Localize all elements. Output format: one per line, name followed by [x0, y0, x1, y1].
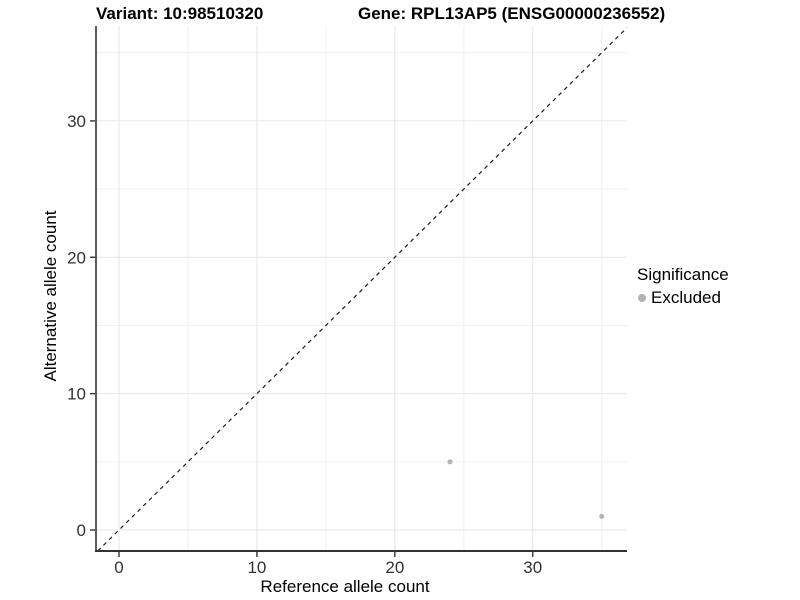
data-point — [447, 459, 453, 465]
legend: Significance Excluded — [637, 265, 729, 308]
x-tick-label: 0 — [114, 558, 123, 577]
gene-title: Gene: RPL13AP5 (ENSG00000236552) — [358, 4, 666, 23]
legend-items: Excluded — [637, 288, 729, 308]
x-tick-label: 20 — [385, 558, 404, 577]
data-point — [599, 513, 605, 519]
legend-item-label: Excluded — [651, 288, 721, 307]
legend-key-dot-icon — [638, 294, 646, 302]
x-tick-label: 30 — [523, 558, 542, 577]
y-tick-label: 30 — [67, 112, 86, 131]
x-axis-title: Reference allele count — [260, 577, 430, 596]
variant-title: Variant: 10:98510320 — [96, 4, 264, 23]
y-tick-label: 0 — [77, 521, 86, 540]
identity-reference-line — [97, 27, 628, 552]
y-axis-title: Alternative allele count — [41, 210, 60, 382]
legend-item: Excluded — [638, 288, 729, 308]
legend-title: Significance — [637, 265, 729, 284]
y-tick-label: 10 — [67, 385, 86, 404]
y-tick-label: 20 — [67, 248, 86, 267]
x-tick-label: 10 — [247, 558, 266, 577]
